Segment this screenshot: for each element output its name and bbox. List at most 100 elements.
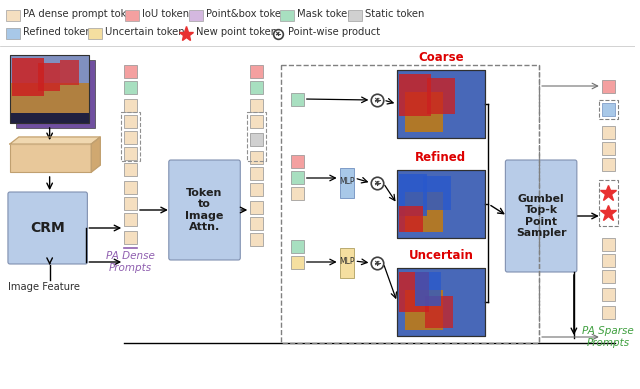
- Bar: [602, 288, 614, 301]
- Bar: [291, 256, 304, 269]
- Bar: [124, 81, 137, 94]
- Bar: [291, 93, 304, 106]
- Bar: [602, 158, 614, 171]
- Bar: [397, 70, 484, 138]
- Bar: [427, 78, 455, 114]
- Bar: [291, 155, 304, 168]
- Bar: [124, 181, 137, 194]
- Bar: [399, 174, 427, 216]
- Text: Uncertain token: Uncertain token: [105, 27, 185, 37]
- Text: Mask token: Mask token: [297, 9, 353, 19]
- Bar: [250, 167, 263, 180]
- Bar: [12, 58, 44, 96]
- Bar: [397, 268, 484, 336]
- Bar: [397, 70, 484, 138]
- Bar: [291, 240, 304, 253]
- Text: PA Dense
Prompts: PA Dense Prompts: [106, 251, 155, 273]
- Text: CRM: CRM: [30, 221, 65, 235]
- Bar: [280, 10, 294, 21]
- Text: Point&box token: Point&box token: [205, 9, 287, 19]
- Bar: [60, 60, 79, 85]
- Bar: [16, 60, 95, 128]
- FancyBboxPatch shape: [506, 160, 577, 272]
- Bar: [88, 28, 102, 39]
- Text: Gumbel
Top-k
Point
Sampler: Gumbel Top-k Point Sampler: [516, 194, 566, 238]
- Bar: [281, 65, 539, 343]
- Bar: [399, 74, 431, 116]
- Text: MLP: MLP: [339, 177, 355, 186]
- Bar: [602, 80, 614, 93]
- Bar: [397, 170, 484, 238]
- Bar: [415, 272, 441, 306]
- Bar: [602, 142, 614, 155]
- Text: New point token: New point token: [196, 27, 278, 37]
- Bar: [124, 99, 137, 112]
- Bar: [124, 147, 137, 160]
- FancyBboxPatch shape: [8, 192, 88, 264]
- Bar: [250, 65, 263, 78]
- Bar: [425, 296, 452, 328]
- Bar: [6, 10, 20, 21]
- Bar: [250, 151, 263, 164]
- Bar: [250, 133, 263, 146]
- Bar: [125, 10, 139, 21]
- Bar: [6, 28, 20, 39]
- Text: Coarse: Coarse: [418, 51, 463, 64]
- Bar: [250, 81, 263, 94]
- Bar: [38, 63, 60, 91]
- Bar: [10, 144, 92, 172]
- Polygon shape: [10, 137, 100, 144]
- Bar: [124, 131, 137, 144]
- Text: MLP: MLP: [339, 256, 355, 266]
- Bar: [397, 268, 484, 336]
- Bar: [10, 55, 90, 123]
- Bar: [602, 238, 614, 251]
- Bar: [602, 103, 614, 116]
- Bar: [250, 217, 263, 230]
- Bar: [247, 112, 266, 161]
- FancyBboxPatch shape: [169, 160, 240, 260]
- Text: Static token: Static token: [365, 9, 425, 19]
- Bar: [124, 163, 137, 176]
- Bar: [250, 183, 263, 196]
- Bar: [250, 233, 263, 246]
- Bar: [602, 126, 614, 139]
- Bar: [124, 231, 137, 244]
- Bar: [291, 171, 304, 184]
- Bar: [602, 306, 614, 319]
- Bar: [405, 192, 443, 232]
- Bar: [121, 112, 140, 161]
- Bar: [250, 115, 263, 128]
- Text: Image Feature: Image Feature: [8, 282, 80, 292]
- Text: Refined: Refined: [415, 151, 467, 164]
- Bar: [124, 115, 137, 128]
- Text: Refined token: Refined token: [23, 27, 92, 37]
- Bar: [340, 248, 355, 278]
- Text: Point-wise product: Point-wise product: [288, 27, 380, 37]
- Bar: [124, 213, 137, 226]
- Bar: [399, 272, 429, 312]
- Bar: [405, 290, 443, 330]
- Text: Token
to
Image
Attn.: Token to Image Attn.: [186, 187, 224, 232]
- Text: PA dense prompt token: PA dense prompt token: [23, 9, 138, 19]
- Polygon shape: [92, 137, 100, 172]
- Bar: [291, 187, 304, 200]
- Bar: [602, 254, 614, 267]
- Text: Uncertain: Uncertain: [408, 249, 473, 262]
- Bar: [250, 99, 263, 112]
- Text: IoU token: IoU token: [141, 9, 189, 19]
- Bar: [340, 168, 355, 198]
- Bar: [598, 100, 618, 119]
- Bar: [423, 176, 451, 210]
- Bar: [124, 197, 137, 210]
- Bar: [349, 10, 362, 21]
- Bar: [399, 206, 423, 232]
- Bar: [189, 10, 202, 21]
- Bar: [10, 83, 90, 123]
- Bar: [10, 55, 90, 123]
- Bar: [397, 170, 484, 238]
- Bar: [598, 180, 618, 226]
- Text: PA Sparse
Prompts: PA Sparse Prompts: [582, 326, 634, 348]
- Bar: [250, 201, 263, 214]
- Bar: [10, 113, 90, 123]
